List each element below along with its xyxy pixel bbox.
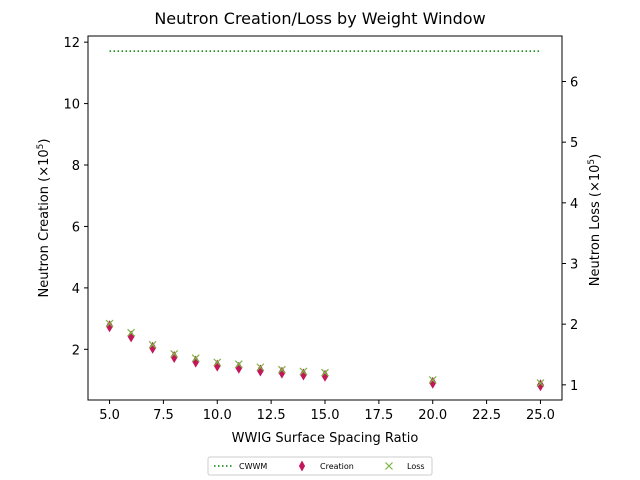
- y-axis-left-label-close: ): [37, 139, 52, 144]
- y-axis-left-label-exponent: 5: [36, 144, 46, 150]
- y-left-tick-label: 10: [63, 98, 80, 113]
- y-axis-right-label-exponent: 5: [587, 159, 597, 165]
- y-right-tick-label: 1: [570, 379, 578, 394]
- legend-cwwm-label: CWWM: [239, 462, 267, 471]
- y-left-tick-label: 8: [72, 159, 80, 174]
- loss-point: [277, 365, 286, 374]
- legend-creation-label: Creation: [320, 462, 354, 471]
- x-tick-label: 7.5: [153, 408, 174, 423]
- x-axis-label: WWIG Surface Spacing Ratio: [232, 431, 419, 446]
- creation-point: [105, 320, 114, 333]
- x-tick-label: 20.0: [418, 408, 447, 423]
- legend-creation-swatch: [298, 460, 306, 472]
- legend-loss-swatch: [385, 462, 393, 470]
- y-right-tick-label: 4: [570, 197, 578, 212]
- legend-loss-label: Loss: [407, 462, 425, 471]
- y-axis-left-label: Neutron Creation (×105): [36, 139, 52, 298]
- chart-title: Neutron Creation/Loss by Weight Window: [154, 9, 485, 28]
- y-left-tick-label: 2: [72, 343, 80, 358]
- loss-point: [213, 358, 222, 367]
- y-left-tick-label: 12: [63, 36, 80, 51]
- plot-frame: [87, 35, 563, 401]
- y-right-tick-label: 2: [570, 318, 578, 333]
- loss-point: [127, 328, 136, 337]
- loss-point: [148, 340, 157, 349]
- legend-frame: [207, 456, 433, 476]
- y-axis-right-label-close: ): [588, 154, 603, 159]
- x-tick-label: 12.5: [257, 408, 286, 423]
- x-tick-label: 22.5: [472, 408, 501, 423]
- x-tick-label: 15.0: [311, 408, 340, 423]
- loss-point: [256, 363, 265, 372]
- loss-point: [428, 376, 437, 384]
- y-left-tick-label: 6: [72, 220, 80, 235]
- loss-point: [170, 349, 179, 358]
- loss-point: [191, 354, 200, 363]
- y-axis-right: 1 2 3 4 5 6: [562, 76, 578, 394]
- loss-point: [299, 367, 308, 376]
- creation-point: [536, 379, 545, 392]
- y-axis-right-label: Neutron Loss (×105): [587, 154, 603, 286]
- x-tick-label: 25.0: [526, 408, 555, 423]
- x-axis: 5.0 7.5 10.0 12.5 15.0 17.5 20.0 22.5 25.0: [99, 400, 555, 423]
- y-right-tick-label: 3: [570, 258, 578, 273]
- loss-point: [234, 360, 243, 369]
- legend: CWWM Creation Loss: [207, 456, 433, 476]
- x-tick-label: 17.5: [364, 408, 393, 423]
- x-tick-label: 10.0: [203, 408, 232, 423]
- loss-point: [105, 319, 114, 328]
- loss-point: [321, 368, 329, 377]
- plot-area: [105, 50, 545, 392]
- y-axis-right-label-text: Neutron Loss (×10: [588, 165, 603, 287]
- y-axis-left: 2 4 6 8 10 12: [63, 36, 88, 358]
- y-right-tick-label: 6: [570, 76, 578, 91]
- y-left-tick-label: 4: [72, 282, 80, 297]
- y-axis-left-label-text: Neutron Creation (×10: [37, 149, 52, 297]
- loss-point: [536, 379, 545, 387]
- x-tick-label: 5.0: [99, 408, 120, 423]
- y-right-tick-label: 5: [570, 136, 578, 151]
